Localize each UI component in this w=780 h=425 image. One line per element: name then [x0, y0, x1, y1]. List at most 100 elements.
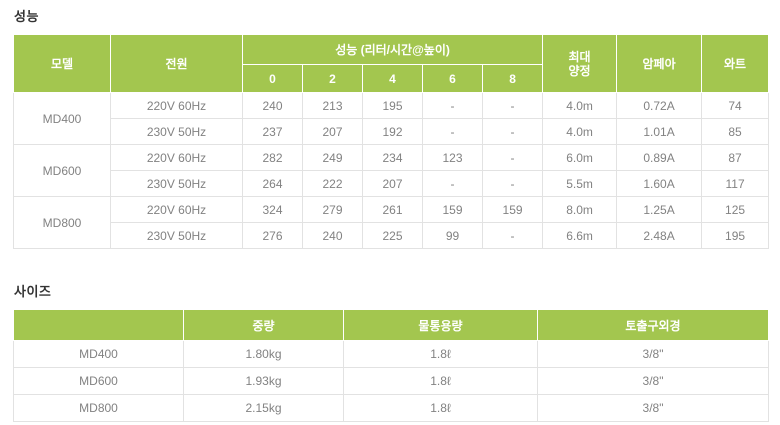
outlet-cell: 3/8" — [537, 394, 769, 422]
max-head-cell: 4.0m — [542, 118, 618, 145]
header-power: 전원 — [110, 34, 243, 93]
value-cell: 237 — [242, 118, 303, 145]
header-height-6: 6 — [422, 64, 483, 93]
value-cell: 225 — [362, 222, 423, 249]
value-cell: 213 — [302, 92, 363, 119]
watt-cell: 195 — [701, 222, 770, 249]
value-cell: - — [481, 222, 544, 249]
value-cell: 207 — [362, 170, 423, 197]
model-cell: MD800 — [13, 394, 184, 422]
table-row: 230V 50Hz 264 222 207 - - 5.5m 1.60A 117 — [14, 170, 770, 197]
value-cell: - — [422, 92, 483, 119]
max-head-cell: 6.0m — [542, 144, 618, 171]
ampere-cell: 2.48A — [616, 222, 703, 249]
watt-cell: 125 — [701, 196, 770, 223]
table-row: MD400 1.80kg 1.8ℓ 3/8" — [13, 340, 769, 368]
weight-cell: 1.80kg — [183, 340, 344, 368]
header-height-0: 0 — [242, 64, 303, 93]
value-cell: 99 — [422, 222, 483, 249]
outlet-cell: 3/8" — [537, 367, 769, 395]
power-cell: 220V 60Hz — [110, 144, 243, 171]
size-table-header: 중량 물통용량 토출구외경 — [13, 309, 769, 341]
value-cell: 261 — [362, 196, 423, 223]
size-section-title: 사이즈 — [14, 284, 52, 299]
value-cell: - — [481, 118, 544, 145]
section-spacer — [13, 249, 768, 281]
capacity-cell: 1.8ℓ — [343, 367, 538, 395]
model-cell: MD400 — [13, 92, 111, 145]
model-cell: MD600 — [13, 144, 111, 197]
table-row: MD800 220V 60Hz 324 279 261 159 159 8.0m… — [13, 196, 770, 249]
ampere-cell: 1.60A — [616, 170, 703, 197]
weight-cell: 1.93kg — [183, 367, 344, 395]
value-cell: 282 — [242, 144, 303, 171]
ampere-cell: 1.01A — [616, 118, 703, 145]
max-head-cell: 8.0m — [542, 196, 618, 223]
value-cell: 195 — [362, 92, 423, 119]
header-outlet: 토출구외경 — [537, 309, 769, 341]
ampere-cell: 0.72A — [616, 92, 703, 119]
capacity-cell: 1.8ℓ — [343, 340, 538, 368]
value-cell: - — [422, 118, 483, 145]
value-cell: 192 — [362, 118, 423, 145]
header-perf-group: 성능 (리터/시간@높이) — [241, 34, 544, 65]
table-row: MD600 220V 60Hz 282 249 234 123 - 6.0m 0… — [13, 144, 770, 197]
value-cell: 207 — [302, 118, 363, 145]
ampere-cell: 0.89A — [616, 144, 703, 171]
header-height-4: 4 — [362, 64, 423, 93]
max-head-cell: 5.5m — [542, 170, 618, 197]
value-cell: 123 — [422, 144, 483, 171]
value-cell: 264 — [242, 170, 303, 197]
watt-cell: 87 — [701, 144, 770, 171]
header-blank — [13, 309, 184, 341]
value-cell: 279 — [302, 196, 363, 223]
header-watt: 와트 — [701, 34, 770, 93]
capacity-cell: 1.8ℓ — [343, 394, 538, 422]
max-head-cell: 4.0m — [542, 92, 618, 119]
watt-cell: 74 — [701, 92, 770, 119]
value-cell: - — [481, 144, 544, 171]
performance-table-header: 모델 전원 성능 (리터/시간@높이) 최대 양정 암페아 와트 0 2 4 6… — [13, 34, 770, 93]
model-cell: MD600 — [13, 367, 184, 395]
value-cell: 276 — [242, 222, 303, 249]
max-head-cell: 6.6m — [542, 222, 618, 249]
watt-cell: 85 — [701, 118, 770, 145]
value-cell: 159 — [422, 196, 483, 223]
weight-cell: 2.15kg — [183, 394, 344, 422]
ampere-cell: 1.25A — [616, 196, 703, 223]
model-cell: MD400 — [13, 340, 184, 368]
value-cell: 234 — [362, 144, 423, 171]
table-row: 230V 50Hz 276 240 225 99 - 6.6m 2.48A 19… — [14, 222, 770, 249]
header-ampere: 암페아 — [616, 34, 703, 93]
header-max-head: 최대 양정 — [542, 34, 618, 93]
header-model: 모델 — [13, 34, 111, 93]
model-cell: MD800 — [13, 196, 111, 249]
power-cell: 230V 50Hz — [110, 222, 243, 249]
value-cell: - — [481, 170, 544, 197]
performance-section-title: 성능 — [14, 9, 39, 24]
value-cell: 159 — [481, 196, 544, 223]
power-cell: 230V 50Hz — [110, 118, 243, 145]
value-cell: 222 — [302, 170, 363, 197]
value-cell: - — [422, 170, 483, 197]
value-cell: 324 — [242, 196, 303, 223]
header-capacity: 물통용량 — [343, 309, 538, 341]
header-weight: 중량 — [183, 309, 344, 341]
header-height-8: 8 — [481, 64, 544, 93]
outlet-cell: 3/8" — [537, 340, 769, 368]
table-row: 230V 50Hz 237 207 192 - - 4.0m 1.01A 85 — [14, 118, 770, 145]
value-cell: 240 — [302, 222, 363, 249]
table-row: MD800 2.15kg 1.8ℓ 3/8" — [13, 394, 769, 422]
value-cell: 249 — [302, 144, 363, 171]
watt-cell: 117 — [701, 170, 770, 197]
value-cell: 240 — [242, 92, 303, 119]
power-cell: 220V 60Hz — [110, 196, 243, 223]
power-cell: 230V 50Hz — [110, 170, 243, 197]
header-height-2: 2 — [302, 64, 363, 93]
table-row: MD400 220V 60Hz 240 213 195 - - 4.0m 0.7… — [13, 92, 770, 145]
value-cell: - — [481, 92, 544, 119]
table-row: MD600 1.93kg 1.8ℓ 3/8" — [13, 367, 769, 395]
size-table: 중량 물통용량 토출구외경 MD400 1.80kg 1.8ℓ 3/8" MD6… — [13, 309, 769, 422]
performance-table: 모델 전원 성능 (리터/시간@높이) 최대 양정 암페아 와트 0 2 4 6… — [13, 34, 770, 249]
